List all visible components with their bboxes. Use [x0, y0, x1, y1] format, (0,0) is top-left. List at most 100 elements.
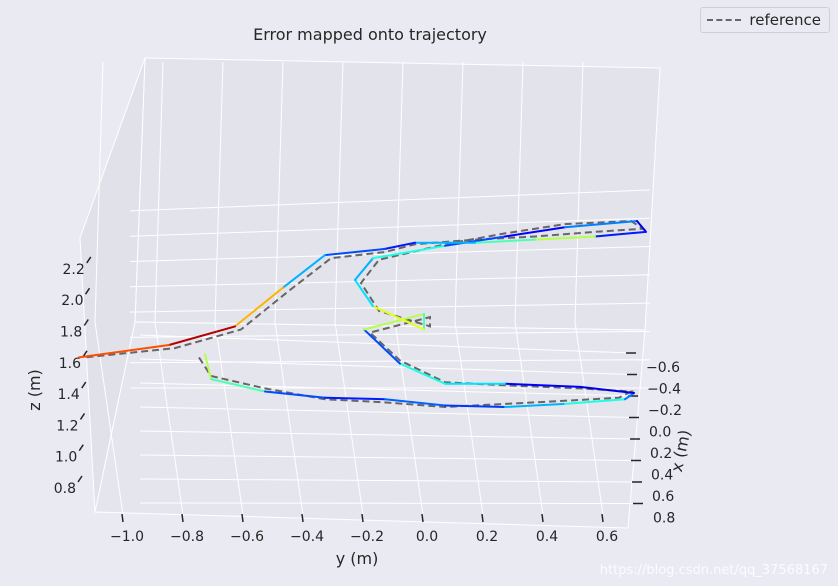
grid-line-z — [129, 246, 651, 262]
series-estimate-segment — [636, 220, 647, 233]
grid-line-y — [454, 321, 484, 516]
tick-mark-y — [121, 513, 124, 523]
grid-line-y-back — [334, 61, 344, 323]
series-estimate-segment — [504, 226, 566, 238]
series-estimate-segment — [372, 305, 425, 331]
series-estimate-segment — [384, 398, 446, 407]
tick-label-y: −0.8 — [170, 529, 204, 545]
tick-label-y: −0.4 — [290, 529, 324, 545]
tick-mark-z — [79, 412, 86, 420]
series-estimate-segment — [264, 390, 326, 399]
series-estimate-segment — [363, 313, 425, 331]
tick-label-y: 0.0 — [416, 529, 438, 545]
tick-label-z: 0.8 — [54, 481, 76, 497]
grid-line-x — [139, 478, 639, 483]
watermark: https://blog.csdn.net/qq_37568167 — [599, 563, 828, 578]
series-estimate-segment — [78, 344, 170, 359]
series-estimate-segment — [384, 241, 416, 250]
grid-line-x — [139, 358, 634, 375]
series-estimate-segment — [324, 247, 386, 257]
tick-label-y: −0.2 — [350, 529, 384, 545]
tick-label-x: 0.0 — [649, 425, 671, 441]
series-estimate-segment — [372, 244, 446, 260]
grid-line-z — [129, 359, 651, 364]
series-estimate-segment — [324, 396, 386, 401]
tick-label-y: −0.6 — [230, 529, 264, 545]
series-estimate-segment — [234, 286, 284, 328]
tick-label-z: 1.6 — [59, 356, 81, 372]
tick-label-x: −0.6 — [646, 360, 680, 376]
series-estimate-segment — [504, 382, 581, 388]
grid-line-y — [214, 321, 244, 516]
series-estimate-segment — [210, 378, 266, 393]
grid-line-y — [394, 321, 424, 516]
tick-label-x: 0.6 — [652, 489, 674, 505]
legend-dashed-line-icon — [707, 19, 742, 21]
grid-line-y — [154, 321, 184, 516]
grid-line-x — [139, 454, 638, 461]
pane-floor — [94, 321, 646, 529]
series-estimate-segment — [564, 220, 638, 229]
tick-mark-z — [86, 256, 92, 264]
series-estimate-segment — [474, 238, 536, 244]
grid-lines — [94, 61, 651, 516]
chart-title: Error mapped onto trajectory — [253, 25, 487, 44]
tick-label-x: 0.4 — [651, 468, 673, 484]
tick-mark-y — [361, 513, 364, 523]
tick-label-x: −0.2 — [648, 403, 682, 419]
tick-mark-z — [83, 319, 89, 326]
legend: reference — [700, 7, 830, 33]
grid-line-y-back — [94, 61, 104, 323]
tick-mark-y — [601, 513, 604, 523]
series-estimate-segment — [363, 328, 401, 365]
grid-line-y-back — [394, 61, 404, 323]
grid-line-y-back — [274, 61, 284, 323]
tick-label-y: −1.0 — [110, 529, 144, 545]
tick-label-x: 0.2 — [650, 446, 672, 462]
series-estimate-segment — [594, 230, 647, 238]
tick-label-y: 0.6 — [596, 529, 618, 545]
tick-mark-y — [241, 513, 244, 523]
tick-mark-z — [77, 475, 83, 483]
grid-line-y-back — [454, 61, 464, 323]
tick-label-z: 1.0 — [55, 450, 77, 466]
grid-line-x — [139, 334, 633, 354]
tick-mark-z — [84, 287, 91, 295]
tick-mark-y — [301, 513, 304, 523]
series-estimate-segment — [564, 398, 626, 405]
grid-line-x — [139, 430, 637, 440]
grid-line-y — [274, 321, 304, 516]
tick-mark-z — [81, 381, 87, 389]
pane-back — [134, 57, 661, 331]
tick-label-z: 1.8 — [60, 325, 82, 341]
grid-line-z — [129, 274, 651, 288]
tick-label-x: 0.8 — [653, 511, 675, 527]
series-estimate-segment — [354, 278, 374, 308]
series-estimate-segment — [282, 254, 326, 289]
grid-line-y — [514, 321, 544, 516]
grid-line-y-back — [514, 61, 524, 323]
grid-line-y — [334, 321, 364, 516]
grid-line-y-back — [154, 61, 164, 323]
grid-line-z — [129, 217, 651, 237]
tick-label-z: 1.2 — [56, 418, 78, 434]
series-estimate-segment — [624, 392, 635, 401]
series-reference-line — [84, 219, 647, 409]
z-axis-label: z (m) — [25, 369, 44, 411]
grid-line-x — [139, 502, 640, 504]
tick-label-z: 1.4 — [57, 387, 79, 403]
tick-mark-y — [481, 513, 484, 523]
series-estimate-segment — [504, 402, 566, 408]
tick-mark-y — [181, 513, 184, 523]
tick-mark-y — [421, 513, 424, 523]
series-estimate-segment — [399, 362, 446, 385]
grid-line-y-back — [214, 61, 224, 323]
tick-label-z: 2.0 — [61, 293, 83, 309]
tick-label-y: 0.2 — [476, 529, 498, 545]
series-estimate-segment — [168, 325, 236, 346]
tick-mark-z — [78, 444, 84, 452]
grid-line-z — [129, 189, 651, 212]
grid-line-x — [139, 382, 635, 397]
series-estimate-segment — [579, 385, 635, 395]
